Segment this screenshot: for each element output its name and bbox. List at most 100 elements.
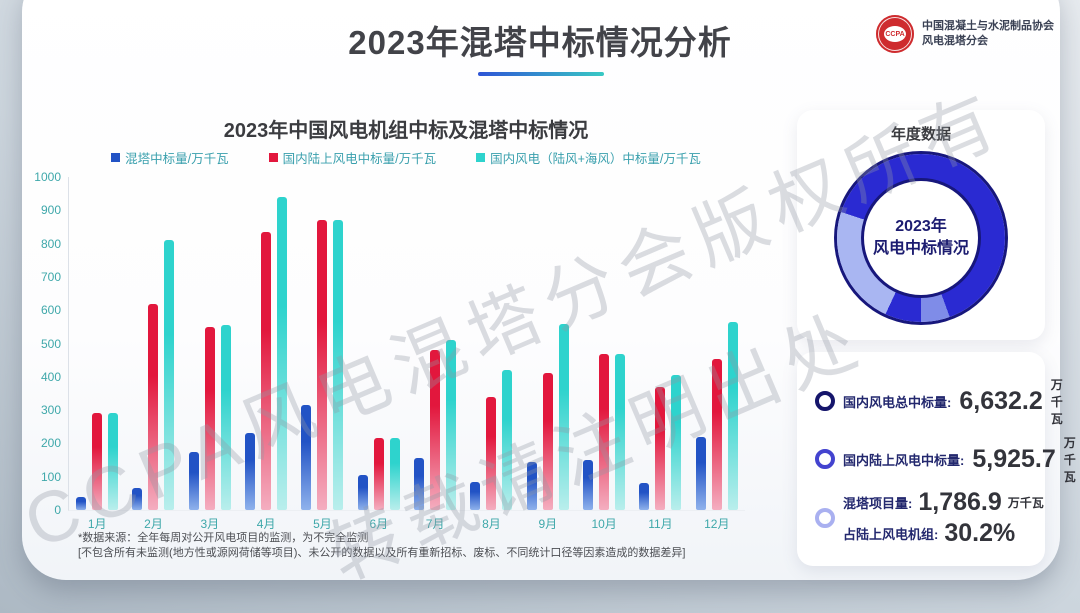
- bar: [317, 220, 328, 510]
- bar-group: [632, 177, 688, 510]
- x-axis-label: 9月: [538, 517, 558, 531]
- y-axis-tick-label: 700: [40, 269, 61, 284]
- bar: [373, 438, 384, 510]
- y-axis-tick-label: 900: [40, 203, 61, 218]
- x-axis-label: 6月: [369, 517, 389, 531]
- stat-row-total-wind: 国内风电总中标量: 6,632.2 万千瓦: [815, 372, 1063, 430]
- bar: [389, 438, 400, 510]
- bar: [188, 451, 199, 510]
- x-axis-label: 12月: [704, 517, 730, 531]
- bar-group: [351, 177, 407, 510]
- bar-group: [69, 177, 125, 510]
- bar: [301, 405, 312, 510]
- donut-center-line2: 风电中标情况: [872, 240, 969, 257]
- bar: [655, 386, 666, 510]
- footnote-line1: *数据来源：全年每周对公开风电项目的监测，为不完全监测: [78, 532, 369, 544]
- donut-ring: 2023年 风电中标情况: [837, 154, 1005, 322]
- bar: [558, 323, 569, 510]
- annual-data-card: 年度数据 2023年 风电中标情况: [797, 110, 1045, 340]
- legend-swatch-icon: [268, 153, 278, 162]
- stat-label: 国内风电总中标量:: [843, 394, 952, 410]
- x-axis-label: 2月: [144, 517, 163, 531]
- bar: [599, 353, 610, 510]
- donut-center: 2023年 风电中标情况: [864, 181, 978, 295]
- legend-item: 国内风电（陆风+海风）中标量/万千瓦: [476, 148, 701, 167]
- association-logo: CCPA 中国混凝土与水泥制品协会 风电混塔分会: [876, 15, 1054, 53]
- bar-group: [689, 177, 745, 510]
- legend-swatch-icon: [476, 153, 486, 162]
- stat-bullet: [815, 508, 835, 528]
- stat-unit: 万千瓦: [1063, 435, 1076, 484]
- bar: [164, 240, 175, 510]
- bar: [446, 340, 457, 510]
- legend-item: 混塔中标量/万千瓦: [111, 148, 229, 167]
- x-axis-label: 11月: [648, 517, 673, 531]
- bar: [245, 433, 256, 510]
- y-axis-tick-label: 0: [54, 503, 61, 517]
- bar: [277, 196, 288, 510]
- x-axis-labels: 1月 2月 3月 4月 5月 6月 7月 8月 9月 10月 11月 12月: [69, 515, 745, 532]
- stat-row-hybrid-tower: 混塔项目量: 1,786.9 万千瓦 占陆上风电机组: 30.2%: [815, 488, 1045, 548]
- stat-label: 国内陆上风电中标量:: [843, 452, 965, 468]
- stats-rows: 国内风电总中标量: 6,632.2 万千瓦 国内陆上风电中标量: 5,925.7…: [797, 352, 1076, 548]
- bar: [639, 483, 650, 510]
- legend-label: 混塔中标量/万千瓦: [125, 152, 229, 166]
- bar-group: [238, 177, 294, 510]
- bar: [502, 370, 513, 510]
- bar-group: [576, 177, 632, 510]
- bar: [470, 481, 481, 510]
- stat-bullet: [815, 391, 835, 411]
- stat-value: 30.2%: [944, 519, 1016, 547]
- y-axis-tick-label: 600: [40, 303, 61, 318]
- association-name-line2: 风电混塔分会: [922, 35, 988, 47]
- bar: [695, 436, 706, 510]
- bar: [261, 231, 272, 510]
- bar: [615, 353, 626, 510]
- x-axis-label: 1月: [87, 517, 107, 531]
- y-axis-tick-label: 500: [40, 336, 61, 351]
- association-name-line1: 中国混凝土与水泥制品协会: [922, 20, 1054, 32]
- stat-line-share: 占陆上风电机组: 30.2%: [843, 519, 1044, 548]
- x-axis-label: 3月: [200, 517, 220, 531]
- donut-center-line1: 2023年: [895, 218, 947, 235]
- footnote-line2: [不包含所有未监测(地方性或源网荷储等项目)、未公开的数据以及所有重新招标、废标…: [78, 546, 686, 559]
- data-source-footnote: *数据来源：全年每周对公开风电项目的监测，为不完全监测 [不包含所有未监测(地方…: [78, 531, 685, 560]
- bar: [414, 458, 425, 510]
- annual-stats-card: 国内风电总中标量: 6,632.2 万千瓦 国内陆上风电中标量: 5,925.7…: [797, 352, 1076, 566]
- y-axis-tick-label: 1000: [34, 170, 61, 184]
- chart-title: 2023年中国风电机组中标及混塔中标情况: [223, 120, 589, 142]
- legend-item: 国内陆上风电中标量/万千瓦: [268, 148, 436, 167]
- bar: [486, 396, 497, 510]
- bar-group: [407, 177, 463, 510]
- legend-label: 国内风电（陆风+海风）中标量/万千瓦: [490, 152, 701, 166]
- y-axis-tick-label: 800: [40, 236, 61, 251]
- bar-group: [520, 177, 576, 510]
- stat-value: 1,786.9: [918, 488, 1002, 516]
- y-axis-tick-label: 100: [40, 469, 61, 484]
- legend-swatch-icon: [111, 153, 121, 162]
- stat-bullet: [815, 449, 835, 469]
- bar-group: [463, 177, 519, 510]
- bar: [542, 373, 553, 510]
- stat-value: 5,925.7: [972, 444, 1056, 473]
- bar: [204, 326, 215, 510]
- y-axis-tick-label: 400: [40, 369, 61, 384]
- bar-group: [125, 177, 181, 510]
- bar: [76, 496, 87, 510]
- ccpa-seal-text: CCPA: [884, 26, 906, 42]
- bar-groups: [69, 177, 745, 510]
- stat-lines: 混塔项目量: 1,786.9 万千瓦 占陆上风电机组: 30.2%: [843, 488, 1044, 548]
- bar: [92, 413, 103, 510]
- bar-group: [294, 177, 350, 510]
- stat-label: 占陆上风电机组:: [843, 527, 939, 542]
- x-axis-label: 10月: [591, 517, 617, 531]
- x-axis-label: 5月: [313, 517, 332, 531]
- x-axis-label: 4月: [256, 517, 276, 531]
- bar: [583, 460, 594, 510]
- stat-value: 6,632.2: [959, 386, 1043, 415]
- stat-label: 混塔项目量:: [843, 496, 913, 511]
- y-axis-tick-label: 200: [40, 436, 61, 451]
- annual-card-title: 年度数据: [890, 126, 951, 143]
- bar: [148, 303, 159, 510]
- bar: [220, 325, 231, 510]
